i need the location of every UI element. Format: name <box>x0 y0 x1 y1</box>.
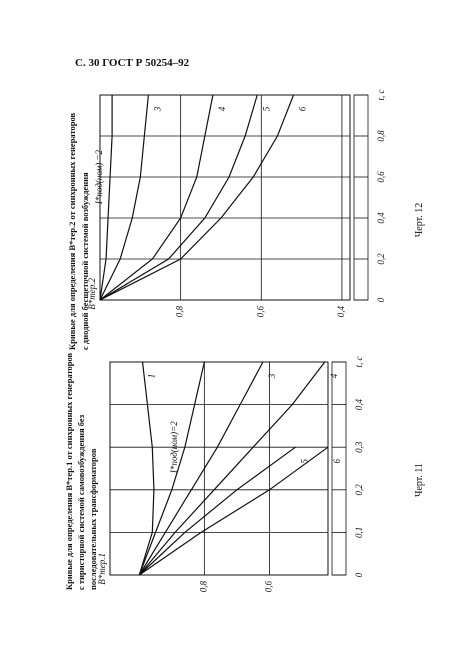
chart: Кривые для определения B*тер.2 от синхро… <box>67 89 425 350</box>
curve <box>99 94 149 301</box>
caption: Черт. 11 <box>414 463 425 497</box>
y-tick-label: 0,4 <box>336 306 346 318</box>
y-tick-label: 0,6 <box>255 306 265 318</box>
x-tick-label: 0,4 <box>354 398 364 410</box>
x-tick-label: 0,8 <box>376 130 386 142</box>
x-tick-label: 0,1 <box>354 527 364 538</box>
x-tick-label: 0,3 <box>354 441 364 453</box>
curve <box>99 95 113 301</box>
x-tick-label: t, c <box>376 89 386 100</box>
y-axis-label: B*тер.1 <box>97 553 107 585</box>
curve-label: 6 <box>298 106 308 111</box>
curve <box>138 446 329 576</box>
curve <box>138 361 264 576</box>
curve-label: 1 <box>147 374 157 379</box>
curve-label: I*под(ном)=2 <box>169 421 179 474</box>
chart-title: последовательных трансформаторов <box>88 448 98 590</box>
curve-label: 5 <box>300 458 310 463</box>
y-tick-label: 0,8 <box>198 581 208 593</box>
chart-title: с тиристорной системой самовозбуждения б… <box>76 414 86 590</box>
curve <box>138 361 155 576</box>
curve-label: 3 <box>152 106 162 112</box>
curve <box>138 446 296 576</box>
curve-label: 4 <box>329 373 339 378</box>
curve-label: 6 <box>332 458 342 463</box>
x-tick-label: 0 <box>376 297 386 302</box>
curve-label: I*под(ном) =2 <box>94 149 104 205</box>
x-tick-label: 0 <box>354 572 364 577</box>
curve <box>99 94 295 301</box>
chart-title: с диодной бесщеточной системой возбужден… <box>80 172 90 350</box>
chart: Кривые для определения B*тер.1 от синхро… <box>64 352 425 592</box>
y-tick-label: 0,8 <box>175 306 185 318</box>
x-tick-label: 0,4 <box>376 212 386 224</box>
curve-label: 4 <box>217 106 227 111</box>
curve <box>99 94 258 301</box>
x-tick-label: 0,2 <box>376 253 386 265</box>
curve-label: 5 <box>261 106 271 111</box>
curve <box>138 361 205 576</box>
curve <box>99 94 214 301</box>
chart-title: Кривые для определения B*тер.2 от синхро… <box>67 112 77 350</box>
page-header: С. 30 ГОСТ Р 50254–92 <box>75 57 190 69</box>
curve <box>138 361 326 576</box>
caption: Черт. 12 <box>414 203 425 237</box>
chart-title: Кривые для определения B*тер.1 от синхро… <box>64 352 74 590</box>
x-tick-label: 0,2 <box>354 484 364 496</box>
curve-label: 3 <box>267 373 277 379</box>
y-tick-label: 0,6 <box>263 581 273 593</box>
y-axis-label: B*тер.2 <box>87 278 97 310</box>
x-tick-label: 0,6 <box>376 171 386 183</box>
x-tick-label: t, c <box>354 356 364 367</box>
